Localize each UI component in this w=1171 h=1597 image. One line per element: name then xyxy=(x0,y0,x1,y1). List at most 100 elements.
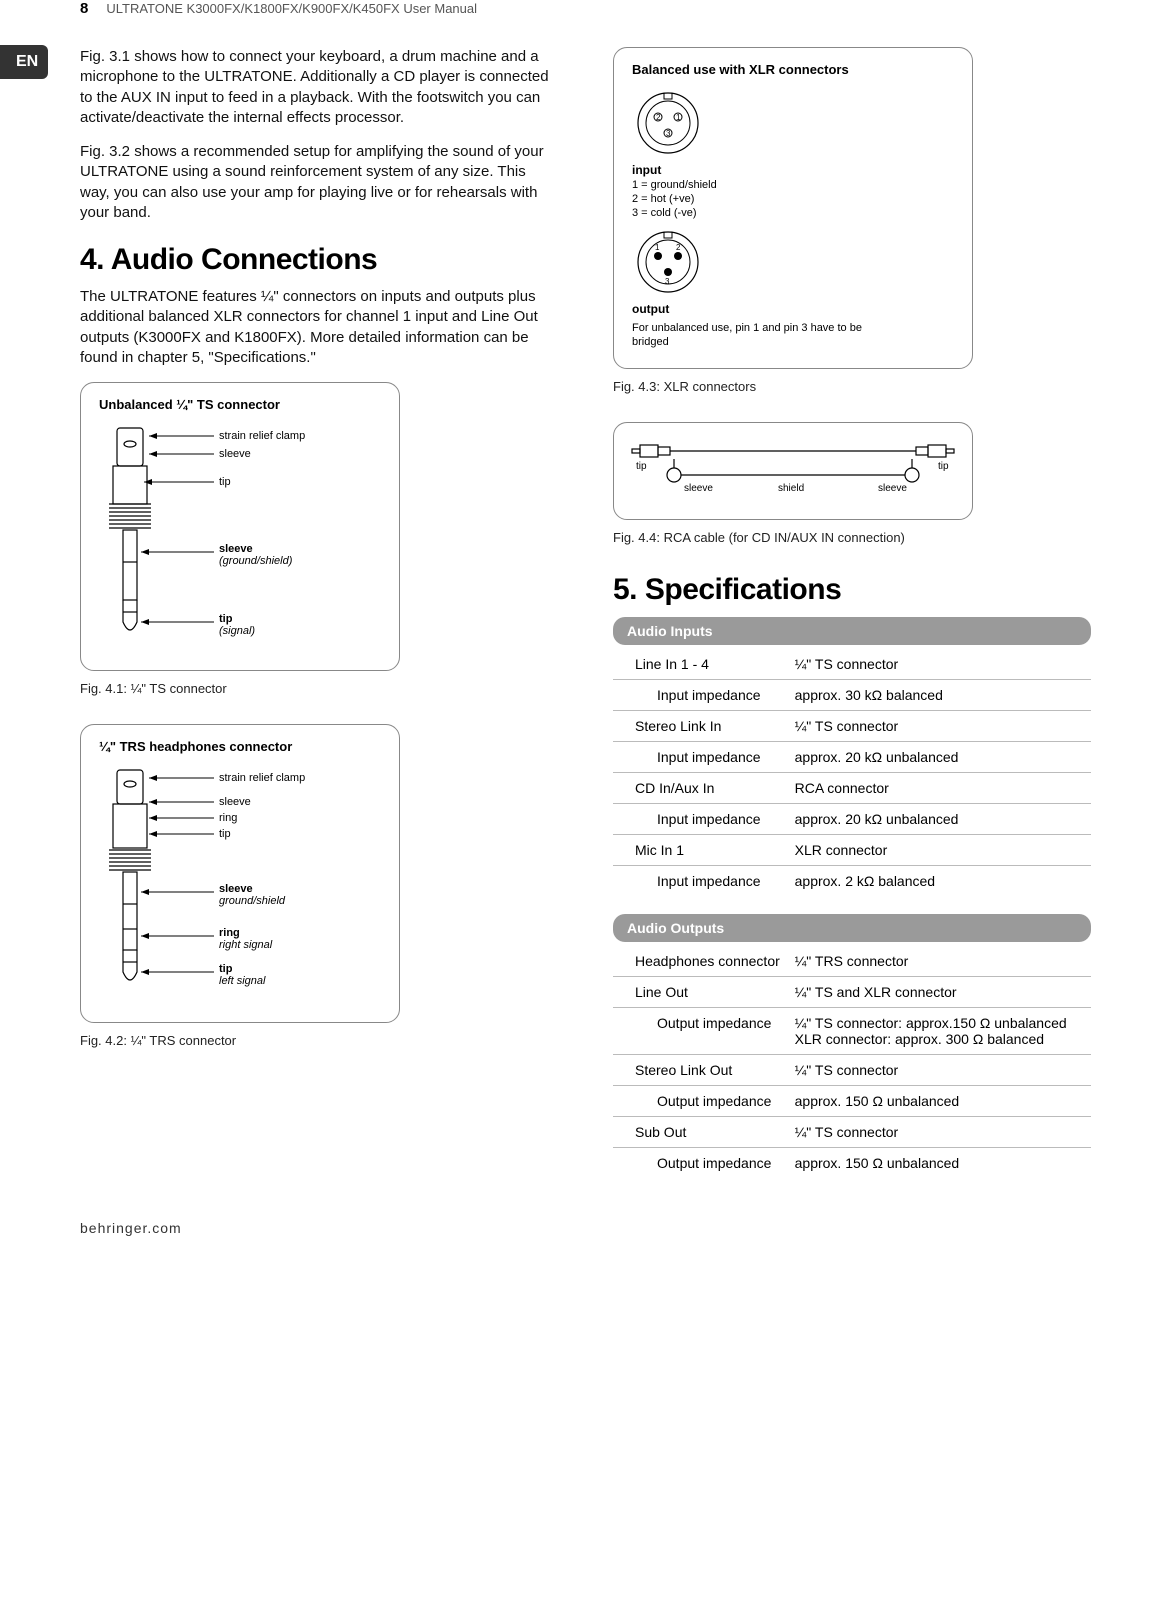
intro-para-2: Fig. 3.2 shows a recommended setup for a… xyxy=(80,142,558,223)
spec-value: approx. 150 Ω unbalanced xyxy=(795,1147,1091,1178)
label: ring xyxy=(219,812,237,824)
rca-shield: shield xyxy=(778,483,804,494)
spec-value: ¼" TS connector: approx.150 Ω unbalanced… xyxy=(795,1007,1091,1054)
svg-text:1: 1 xyxy=(676,113,681,122)
spec-label: Output impedance xyxy=(613,1147,795,1178)
fig-4-3-title: Balanced use with XLR connectors xyxy=(632,62,954,77)
rca-tip-r: tip xyxy=(938,461,949,472)
xlr-pin3: 3 = cold (-ve) xyxy=(632,207,954,221)
label-sleeve: sleeve xyxy=(219,448,251,460)
label: sleeve xyxy=(219,883,253,895)
table-row: Sub Out¼" TS connector xyxy=(613,1116,1091,1147)
label: ground/shield xyxy=(219,895,286,907)
label: tip xyxy=(219,828,231,840)
table-row: Line In 1 - 4¼" TS connector xyxy=(613,649,1091,680)
table-row: Input impedanceapprox. 30 kΩ balanced xyxy=(613,679,1091,710)
svg-text:2: 2 xyxy=(656,113,661,122)
xlr-pin2: 2 = hot (+ve) xyxy=(632,193,954,207)
spec-value: ¼" TS connector xyxy=(795,1054,1091,1085)
right-column: Balanced use with XLR connectors 2 1 3 i… xyxy=(613,47,1091,1196)
label: right signal xyxy=(219,939,273,951)
spec-value: approx. 150 Ω unbalanced xyxy=(795,1085,1091,1116)
spec-value: approx. 30 kΩ balanced xyxy=(795,679,1091,710)
spec-value: ¼" TRS connector xyxy=(795,946,1091,977)
table-row: Stereo Link Out¼" TS connector xyxy=(613,1054,1091,1085)
spec-label: Output impedance xyxy=(613,1085,795,1116)
table-row: Input impedanceapprox. 20 kΩ unbalanced xyxy=(613,741,1091,772)
label: tip xyxy=(219,963,233,975)
section-4-para: The ULTRATONE features ¼" connectors on … xyxy=(80,287,558,368)
table-row: CD In/Aux InRCA connector xyxy=(613,772,1091,803)
spec-inputs-table: Line In 1 - 4¼" TS connectorInput impeda… xyxy=(613,649,1091,896)
spec-value: approx. 20 kΩ unbalanced xyxy=(795,803,1091,834)
footer-brand: behringer.com xyxy=(80,1220,182,1236)
label: sleeve xyxy=(219,796,251,808)
xlr-input-diagram: 2 1 3 xyxy=(632,87,722,159)
spec-label: Headphones connector xyxy=(613,946,795,977)
page-number: 8 xyxy=(80,0,88,17)
spec-label: Stereo Link In xyxy=(613,710,795,741)
svg-text:2: 2 xyxy=(676,243,681,252)
spec-outputs-table: Headphones connector¼" TRS connectorLine… xyxy=(613,946,1091,1178)
rca-tip-l: tip xyxy=(636,461,647,472)
rca-sleeve-r: sleeve xyxy=(878,483,907,494)
spec-value: approx. 20 kΩ unbalanced xyxy=(795,741,1091,772)
spec-label: CD In/Aux In xyxy=(613,772,795,803)
rca-sleeve-l: sleeve xyxy=(684,483,713,494)
table-row: Mic In 1XLR connector xyxy=(613,834,1091,865)
label: ring xyxy=(219,927,240,939)
fig-4-4-caption: Fig. 4.4: RCA cable (for CD IN/AUX IN co… xyxy=(613,530,1091,545)
label-tip2-sub: (signal) xyxy=(219,625,255,637)
label-tip2: tip xyxy=(219,613,233,625)
label: left signal xyxy=(219,975,266,987)
spec-value: RCA connector xyxy=(795,772,1091,803)
table-row: Stereo Link In¼" TS connector xyxy=(613,710,1091,741)
spec-label: Input impedance xyxy=(613,679,795,710)
table-row: Input impedanceapprox. 20 kΩ unbalanced xyxy=(613,803,1091,834)
svg-text:1: 1 xyxy=(655,243,660,252)
spec-value: ¼" TS connector xyxy=(795,1116,1091,1147)
spec-label: Input impedance xyxy=(613,741,795,772)
xlr-pin1: 1 = ground/shield xyxy=(632,179,954,193)
rca-cable-diagram: tip tip sleeve sleeve shield xyxy=(628,441,958,501)
language-tab: EN xyxy=(0,45,48,79)
spec-inputs-header: Audio Inputs xyxy=(613,617,1091,645)
spec-label: Input impedance xyxy=(613,865,795,896)
table-row: Headphones connector¼" TRS connector xyxy=(613,946,1091,977)
fig-4-2-title: ¼" TRS headphones connector xyxy=(99,739,381,754)
table-row: Line Out¼" TS and XLR connector xyxy=(613,976,1091,1007)
spec-label: Line Out xyxy=(613,976,795,1007)
xlr-output-label: output xyxy=(632,302,954,316)
trs-connector-diagram: strain relief clamp sleeve ring tip slee… xyxy=(99,764,379,1004)
spec-label: Sub Out xyxy=(613,1116,795,1147)
spec-value: approx. 2 kΩ balanced xyxy=(795,865,1091,896)
spec-label: Input impedance xyxy=(613,803,795,834)
svg-text:3: 3 xyxy=(665,277,670,286)
content-columns: Fig. 3.1 shows how to connect your keybo… xyxy=(80,47,1091,1196)
table-row: Output impedanceapprox. 150 Ω unbalanced xyxy=(613,1085,1091,1116)
section-4-heading: 4. Audio Connections xyxy=(80,243,558,277)
fig-4-1-box: Unbalanced ¼" TS connector xyxy=(80,382,400,671)
xlr-input-label: input xyxy=(632,163,954,177)
left-column: Fig. 3.1 shows how to connect your keybo… xyxy=(80,47,558,1196)
spec-label: Output impedance xyxy=(613,1007,795,1054)
fig-4-2-caption: Fig. 4.2: ¼" TRS connector xyxy=(80,1033,558,1048)
label: strain relief clamp xyxy=(219,772,305,784)
table-row: Output impedance¼" TS connector: approx.… xyxy=(613,1007,1091,1054)
doc-title: ULTRATONE K3000FX/K1800FX/K900FX/K450FX … xyxy=(106,1,477,16)
table-row: Output impedanceapprox. 150 Ω unbalanced xyxy=(613,1147,1091,1178)
xlr-output-diagram: 1 2 3 xyxy=(632,226,722,298)
label-sleeve2-sub: (ground/shield) xyxy=(219,555,293,567)
spec-value: XLR connector xyxy=(795,834,1091,865)
ts-connector-diagram: strain relief clamp sleeve tip sleeve (g… xyxy=(99,422,379,652)
fig-4-3-box: Balanced use with XLR connectors 2 1 3 i… xyxy=(613,47,973,369)
spec-label: Stereo Link Out xyxy=(613,1054,795,1085)
intro-para-1: Fig. 3.1 shows how to connect your keybo… xyxy=(80,47,558,128)
xlr-note: For unbalanced use, pin 1 and pin 3 have… xyxy=(632,322,862,350)
spec-label: Mic In 1 xyxy=(613,834,795,865)
spec-value: ¼" TS connector xyxy=(795,710,1091,741)
fig-4-2-box: ¼" TRS headphones connector xyxy=(80,724,400,1023)
label-sleeve2: sleeve xyxy=(219,543,253,555)
section-5-heading: 5. Specifications xyxy=(613,573,1091,607)
page-header: 8 ULTRATONE K3000FX/K1800FX/K900FX/K450F… xyxy=(80,0,1091,17)
